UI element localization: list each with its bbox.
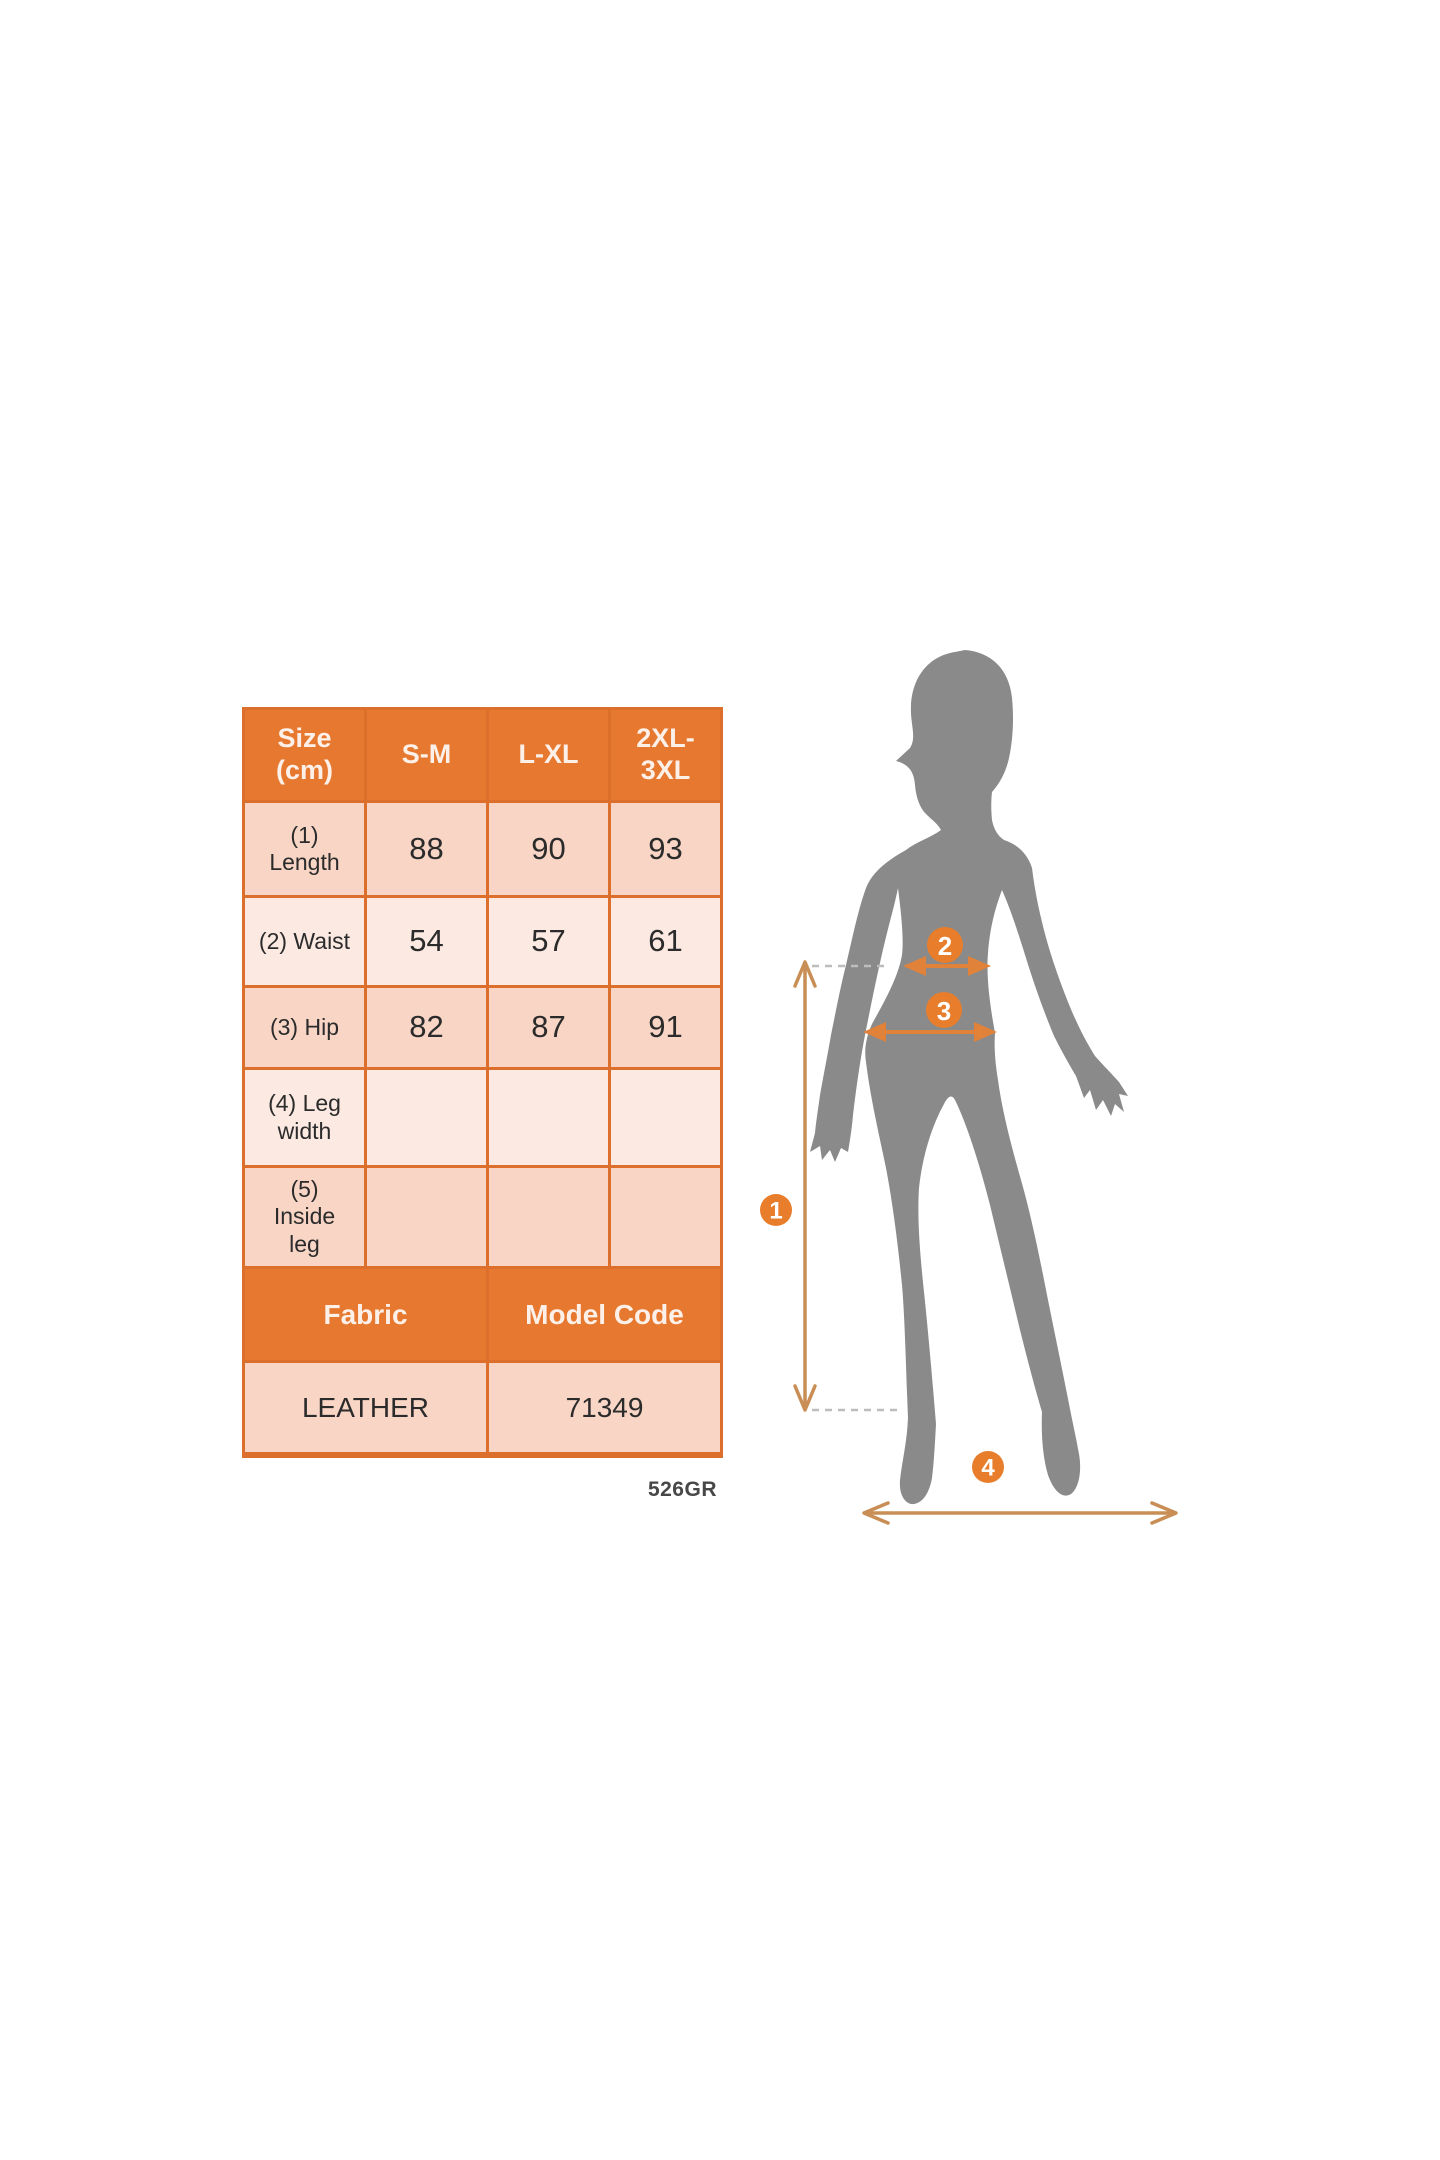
table-cell: 90 [489, 803, 608, 895]
table-cell: 54 [367, 898, 486, 985]
table-cell [489, 1168, 608, 1266]
leg-width-arrow [862, 1501, 1178, 1525]
svg-text:3: 3 [937, 996, 951, 1026]
table-cell [611, 1070, 720, 1165]
length-arrow [793, 960, 817, 1412]
body-silhouette [810, 650, 1128, 1505]
measurement-diagram: 1 2 3 4 [760, 650, 1178, 1525]
table-cell: 57 [489, 898, 608, 985]
marker-waist: 2 [927, 927, 963, 963]
model-code-header: Model Code [489, 1269, 720, 1360]
fabric-value: LEATHER [245, 1363, 486, 1452]
table-cell: 87 [489, 988, 608, 1067]
hip-arrow [863, 1022, 997, 1042]
table-cell: 82 [367, 988, 486, 1067]
waist-arrow [903, 956, 991, 976]
table-cell [611, 1168, 720, 1266]
table-cell: 93 [611, 803, 720, 895]
table-cell [489, 1070, 608, 1165]
svg-text:2: 2 [938, 931, 952, 961]
table-cell [367, 1168, 486, 1266]
marker-leg-width: 4 [972, 1451, 1004, 1483]
model-footnote: 526GR [647, 1478, 717, 1501]
svg-text:1: 1 [769, 1198, 782, 1225]
row-label-leg-width: (4) Leg width [245, 1070, 364, 1165]
table-cell: 88 [367, 803, 486, 895]
table-header-size-2xl3xl: 2XL- 3XL [611, 710, 720, 800]
table-header-size-cm: Size (cm) [245, 710, 364, 800]
marker-length: 1 [760, 1194, 792, 1226]
model-code-value: 71349 [489, 1363, 720, 1452]
size-table: Size (cm) S-M L-XL 2XL- 3XL (1) Length 8… [242, 707, 723, 1458]
row-label-inside-leg: (5) Inside leg [245, 1168, 364, 1266]
row-label-hip: (3) Hip [245, 988, 364, 1067]
table-cell: 91 [611, 988, 720, 1067]
table-header-size-sm: S-M [367, 710, 486, 800]
row-label-waist: (2) Waist [245, 898, 364, 985]
svg-text:4: 4 [981, 1455, 995, 1482]
table-header-size-lxl: L-XL [489, 710, 608, 800]
table-cell: 61 [611, 898, 720, 985]
fabric-header: Fabric [245, 1269, 486, 1360]
marker-hip: 3 [926, 992, 962, 1028]
row-label-length: (1) Length [245, 803, 364, 895]
table-cell [367, 1070, 486, 1165]
